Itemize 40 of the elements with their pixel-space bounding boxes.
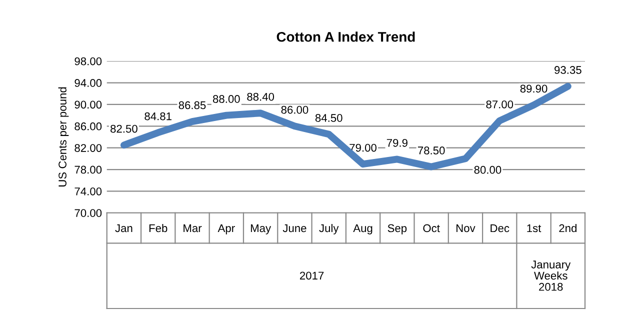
x-tick-label: Nov <box>456 224 476 232</box>
y-tick-label: 98.00 <box>74 57 102 66</box>
data-label: 78.50 <box>418 146 445 154</box>
text: January Weeks 2018 <box>531 260 571 291</box>
chart-title: Cotton A Index Trend <box>276 32 415 42</box>
data-label: 87.00 <box>486 100 514 108</box>
x-tick-label: Dec <box>490 224 510 232</box>
x-tick-label: Aug <box>353 224 372 234</box>
data-label: 88.00 <box>212 95 240 103</box>
data-label: 80.00 <box>474 166 502 174</box>
x-tick-label: Apr <box>218 224 235 234</box>
y-tick-label: 90.00 <box>74 100 102 109</box>
y-tick-label: 94.00 <box>74 79 102 87</box>
x-tick-label: Feb <box>149 224 168 232</box>
x-tick-label: June <box>282 224 306 232</box>
x-tick-label: July <box>319 224 339 234</box>
x-tick-label: 2nd <box>559 224 576 232</box>
y-tick-label: 86.00 <box>74 122 102 130</box>
x-tick-label: 1st <box>527 224 542 232</box>
data-label: 82.50 <box>110 124 138 133</box>
text: 2017 <box>300 272 324 280</box>
y-tick-label: 70.00 <box>74 209 102 218</box>
data-label: 93.35 <box>554 66 582 74</box>
data-label: 86.00 <box>281 106 308 114</box>
data-label: 79.9 <box>386 138 408 147</box>
y-axis-title: US Cents per pound <box>58 87 69 186</box>
data-label: 86.85 <box>178 101 206 110</box>
x-tick-label: May <box>250 224 272 234</box>
x-tick-label: Jan <box>115 224 132 232</box>
y-tick-label: 82.00 <box>74 144 102 152</box>
data-label: 84.81 <box>144 112 172 120</box>
data-label: 88.40 <box>247 92 274 101</box>
data-label: 89.90 <box>520 84 548 93</box>
x-tick-label: Oct <box>423 224 440 232</box>
y-tick-label: 74.00 <box>74 187 102 196</box>
data-label: 84.50 <box>315 114 342 122</box>
x-tick-label: Mar <box>184 224 202 232</box>
data-label: 79.00 <box>350 144 376 152</box>
x-tick-label: Sep <box>388 224 407 234</box>
y-tick-label: 78.00 <box>74 166 102 174</box>
